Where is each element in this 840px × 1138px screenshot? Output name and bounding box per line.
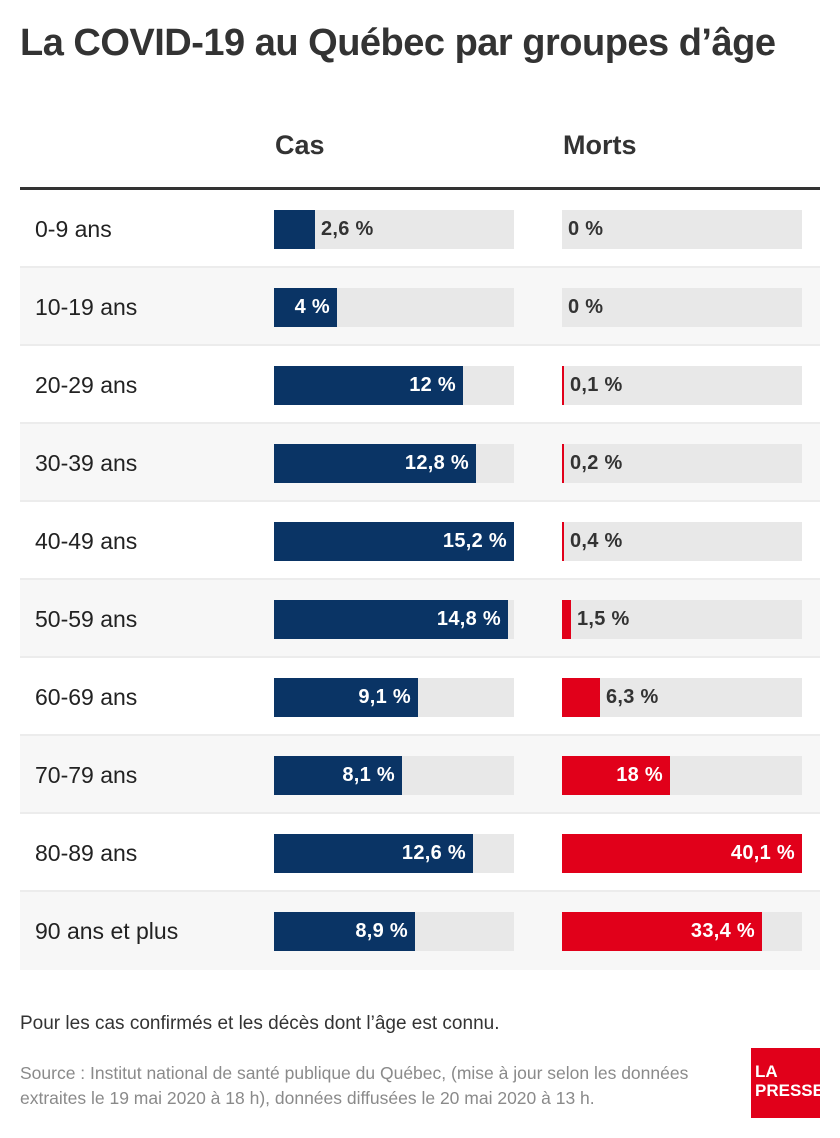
morts-bar-track: 0 % <box>562 288 802 327</box>
la-presse-logo: LA PRESSE <box>751 1048 824 1118</box>
morts-bar-track: 0 % <box>562 210 802 249</box>
morts-value-label: 0 % <box>568 296 604 318</box>
cas-value-label: 14,8 % <box>436 608 501 630</box>
cas-value-label: 8,9 % <box>355 920 408 942</box>
age-group-label: 50-59 ans <box>35 606 138 632</box>
cas-value-label: 12,8 % <box>404 452 469 474</box>
cas-bar <box>274 756 402 795</box>
morts-bar <box>562 444 564 483</box>
footnote: Pour les cas confirmés et les décès dont… <box>20 1013 500 1034</box>
cas-bar-track: 14,8 % <box>274 600 514 639</box>
age-group-label: 30-39 ans <box>35 450 138 476</box>
cas-value-label: 4 % <box>294 296 330 318</box>
logo-line-1: LA <box>755 1062 778 1081</box>
morts-bar-track: 40,1 % <box>562 834 802 873</box>
cas-bar-track: 12,8 % <box>274 444 514 483</box>
morts-bar-track: 18 % <box>562 756 802 795</box>
morts-bar-track: 0,4 % <box>562 522 802 561</box>
table-row: 90 ans et plus 8,9 % 33,4 % <box>20 892 820 970</box>
morts-value-label: 33,4 % <box>690 920 755 942</box>
cas-bar <box>274 834 473 873</box>
age-group-label: 0-9 ans <box>35 216 112 242</box>
table-row: 30-39 ans 12,8 % 0,2 % <box>20 424 820 502</box>
morts-value-label: 0,1 % <box>570 374 623 396</box>
cas-value-label: 12 % <box>409 374 456 396</box>
age-group-label: 80-89 ans <box>35 840 138 866</box>
cas-bar-track: 15,2 % <box>274 522 514 561</box>
chart-rows: 0-9 ans 2,6 % 0 % 10-19 ans 4 % 0 % 20-29 ans 1… <box>20 190 820 970</box>
column-header-morts: Morts <box>563 130 637 160</box>
cas-bar <box>274 210 315 249</box>
cas-bar-track: 8,9 % <box>274 912 514 951</box>
age-group-label: 60-69 ans <box>35 684 138 710</box>
age-group-label: 40-49 ans <box>35 528 138 554</box>
cas-bar <box>274 366 463 405</box>
cas-bar-track: 8,1 % <box>274 756 514 795</box>
table-row: 20-29 ans 12 % 0,1 % <box>20 346 820 424</box>
cas-bar <box>274 522 514 561</box>
cas-bar-track: 2,6 % <box>274 210 514 249</box>
cas-bar <box>274 288 337 327</box>
table-row: 60-69 ans 9,1 % 6,3 % <box>20 658 820 736</box>
table-row: 40-49 ans 15,2 % 0,4 % <box>20 502 820 580</box>
morts-value-label: 40,1 % <box>730 842 795 864</box>
morts-bar-track: 33,4 % <box>562 912 802 951</box>
morts-value-label: 6,3 % <box>606 686 659 708</box>
morts-bar-track: 0,1 % <box>562 366 802 405</box>
age-group-label: 90 ans et plus <box>35 918 179 944</box>
column-header-cas: Cas <box>275 130 325 160</box>
age-group-label: 20-29 ans <box>35 372 138 398</box>
morts-bar <box>562 522 564 561</box>
age-group-label: 10-19 ans <box>35 294 138 320</box>
table-row: 50-59 ans 14,8 % 1,5 % <box>20 580 820 658</box>
table-row: 80-89 ans 12,6 % 40,1 % <box>20 814 820 892</box>
morts-bar <box>562 600 571 639</box>
morts-bar <box>562 366 564 405</box>
table-row: 0-9 ans 2,6 % 0 % <box>20 190 820 268</box>
morts-value-label: 1,5 % <box>577 608 630 630</box>
cas-value-label: 8,1 % <box>342 764 395 786</box>
morts-bar-track: 0,2 % <box>562 444 802 483</box>
morts-value-label: 0,4 % <box>570 530 623 552</box>
table-row: 10-19 ans 4 % 0 % <box>20 268 820 346</box>
chart-title: La COVID-19 au Québec par groupes d’âge <box>20 22 776 64</box>
morts-bar <box>562 678 600 717</box>
cas-bar-track: 4 % <box>274 288 514 327</box>
cas-bar <box>274 678 418 717</box>
cas-value-label: 2,6 % <box>321 218 374 240</box>
cas-bar <box>274 444 476 483</box>
cas-value-label: 12,6 % <box>401 842 466 864</box>
age-group-label: 70-79 ans <box>35 762 138 788</box>
table-row: 70-79 ans 8,1 % 18 % <box>20 736 820 814</box>
cas-value-label: 9,1 % <box>358 686 411 708</box>
morts-bar-track: 1,5 % <box>562 600 802 639</box>
morts-value-label: 0,2 % <box>570 452 623 474</box>
morts-value-label: 0 % <box>568 218 604 240</box>
morts-bar <box>562 912 762 951</box>
logo-line-2: PRESSE <box>755 1081 824 1100</box>
header-rule <box>20 187 820 190</box>
source-note: Source : Institut national de santé publ… <box>20 1063 689 1108</box>
cas-value-label: 15,2 % <box>442 530 507 552</box>
cas-bar <box>274 912 415 951</box>
cas-bar-track: 12 % <box>274 366 514 405</box>
morts-value-label: 18 % <box>616 764 663 786</box>
morts-bar <box>562 834 802 873</box>
morts-bar-track: 6,3 % <box>562 678 802 717</box>
cas-bar-track: 12,6 % <box>274 834 514 873</box>
cas-bar <box>274 600 508 639</box>
morts-bar <box>562 756 670 795</box>
cas-bar-track: 9,1 % <box>274 678 514 717</box>
